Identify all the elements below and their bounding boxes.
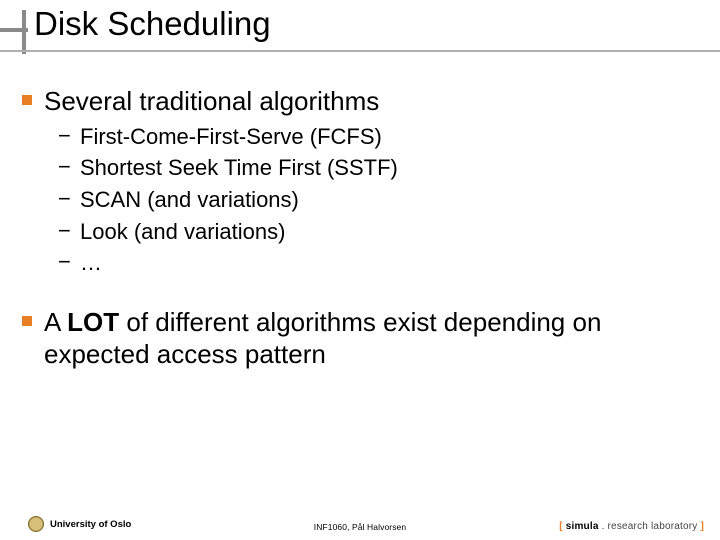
square-bullet-icon bbox=[22, 316, 32, 326]
sub-item: − … bbox=[58, 248, 690, 278]
sub-item: − Shortest Seek Time First (SSTF) bbox=[58, 153, 690, 183]
dash-bullet-icon: − bbox=[58, 217, 72, 246]
dash-bullet-icon: − bbox=[58, 153, 72, 182]
dash-bullet-icon: − bbox=[58, 185, 72, 214]
footer: University of Oslo INF1060, Pål Halvorse… bbox=[0, 510, 720, 540]
sub-item: − Look (and variations) bbox=[58, 217, 690, 247]
footer-right: [ simula . research laboratory ] bbox=[559, 521, 704, 532]
sub-text: SCAN (and variations) bbox=[80, 185, 299, 215]
footer-left: University of Oslo bbox=[28, 516, 131, 532]
footer-simula: simula bbox=[566, 521, 599, 532]
university-seal-icon bbox=[28, 516, 44, 532]
bullet-2-bold: LOT bbox=[67, 307, 119, 337]
bullet-2: A LOT of different algorithms exist depe… bbox=[22, 306, 690, 371]
sub-text: First-Come-First-Serve (FCFS) bbox=[80, 122, 382, 152]
bullet-2-post: of different algorithms exist depending … bbox=[44, 307, 601, 370]
sub-item: − First-Come-First-Serve (FCFS) bbox=[58, 122, 690, 152]
dash-bullet-icon: − bbox=[58, 122, 72, 151]
title-underline bbox=[0, 50, 720, 52]
sub-item: − SCAN (and variations) bbox=[58, 185, 690, 215]
dash-bullet-icon: − bbox=[58, 248, 72, 277]
sub-text: … bbox=[80, 248, 102, 278]
footer-left-text: University of Oslo bbox=[50, 519, 131, 530]
sub-text: Look (and variations) bbox=[80, 217, 285, 247]
footer-rest: . research laboratory bbox=[599, 521, 701, 532]
bullet-1: Several traditional algorithms bbox=[22, 85, 690, 118]
title-ornament-v bbox=[22, 10, 26, 54]
square-bullet-icon bbox=[22, 95, 32, 105]
footer-center: INF1060, Pål Halvorsen bbox=[314, 522, 406, 532]
bullet-1-text: Several traditional algorithms bbox=[44, 85, 379, 118]
content-region: Several traditional algorithms − First-C… bbox=[22, 85, 690, 375]
sub-text: Shortest Seek Time First (SSTF) bbox=[80, 153, 398, 183]
footer-bracket-close: ] bbox=[700, 521, 704, 532]
bullet-2-text: A LOT of different algorithms exist depe… bbox=[44, 306, 690, 371]
bullet-2-pre: A bbox=[44, 307, 67, 337]
slide-title: Disk Scheduling bbox=[34, 5, 271, 43]
